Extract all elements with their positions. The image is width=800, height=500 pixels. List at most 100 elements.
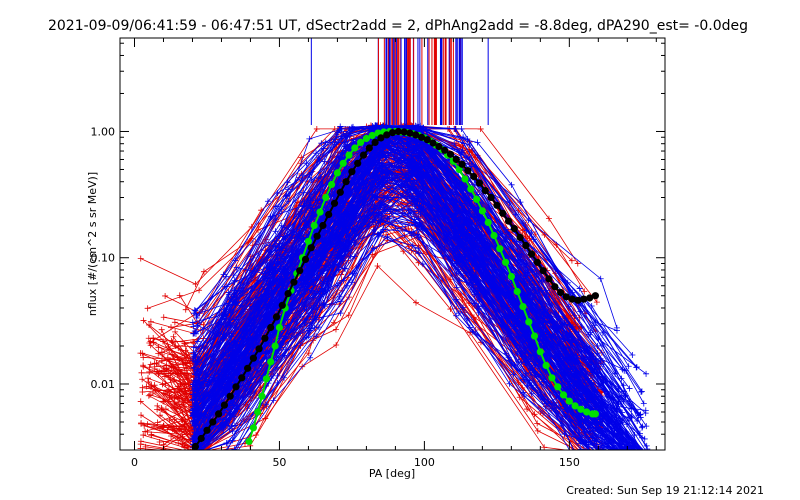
blue-point [221, 387, 228, 394]
blue-point [404, 182, 411, 189]
black-fit-point [510, 225, 518, 233]
red-point [160, 450, 166, 456]
blue-point [309, 313, 316, 320]
blue-point [478, 303, 485, 310]
blue-point [349, 279, 356, 286]
black-fit-point [388, 129, 397, 137]
blue-point [587, 420, 594, 427]
blue-point [191, 450, 197, 456]
blue-point [511, 323, 518, 330]
red-spectrum-line [208, 228, 570, 450]
black-fit-point [371, 138, 379, 146]
blue-point [637, 411, 644, 418]
blue-point [453, 284, 460, 291]
red-point [199, 450, 205, 456]
red-point [477, 125, 484, 132]
blue-point [617, 450, 623, 456]
red-point [179, 359, 186, 366]
black-fit-point [249, 354, 257, 362]
red-point [175, 440, 182, 447]
blue-point [378, 208, 385, 215]
blue-point [190, 450, 196, 456]
red-point [170, 333, 177, 340]
blue-point [640, 450, 646, 456]
blue-point [514, 350, 521, 357]
blue-point [638, 450, 644, 456]
red-spectrum-line [202, 265, 578, 450]
blue-point [272, 228, 279, 235]
blue-point [315, 175, 322, 182]
red-point [194, 450, 200, 456]
blue-point [413, 125, 420, 132]
blue-point [195, 450, 201, 456]
blue-point [321, 238, 328, 245]
red-point [581, 288, 588, 295]
blue-point [642, 450, 648, 456]
blue-point [233, 299, 240, 306]
blue-point [220, 426, 227, 433]
blue-point [589, 450, 595, 456]
blue-point [190, 405, 197, 412]
blue-point [623, 421, 630, 428]
black-fit-point [238, 374, 246, 382]
blue-point [629, 450, 635, 456]
red-point [181, 421, 188, 428]
red-point [140, 317, 147, 324]
black-fit-point [557, 288, 565, 297]
blue-point [582, 415, 589, 422]
red-point [332, 326, 339, 333]
blue-point [614, 450, 620, 456]
blue-point [617, 450, 623, 456]
red-point [255, 226, 262, 233]
red-point [154, 402, 161, 409]
blue-point [635, 450, 641, 456]
blue-point [628, 450, 634, 456]
red-point [470, 314, 477, 321]
blue-point [534, 371, 541, 378]
blue-point [643, 450, 649, 456]
blue-point [370, 124, 377, 131]
blue-point [589, 450, 595, 456]
black-fit-point [191, 442, 199, 450]
black-fit-point [586, 294, 594, 302]
blue-point [597, 275, 604, 282]
blue-point [626, 385, 633, 392]
red-point [169, 339, 176, 346]
blue-point [642, 450, 648, 456]
blue-point [540, 310, 547, 317]
red-point [155, 371, 162, 378]
red-point [155, 350, 162, 357]
blue-point [624, 450, 630, 456]
x-tick-label: 50 [272, 456, 286, 469]
red-point [146, 368, 153, 375]
blue-point [303, 160, 310, 167]
blue-point [194, 450, 200, 456]
blue-point [642, 450, 648, 456]
blue-point [193, 379, 200, 386]
blue-point [611, 450, 617, 456]
blue-point [640, 450, 646, 456]
red-point [597, 450, 603, 456]
blue-point [534, 325, 541, 332]
blue-point [460, 134, 467, 141]
blue-point [191, 364, 198, 371]
red-point [194, 450, 200, 456]
red-point [161, 373, 168, 380]
blue-point [191, 426, 198, 433]
blue-point [338, 125, 345, 132]
blue-point [640, 450, 646, 456]
green-fit-point [507, 272, 515, 281]
green-fit-point [571, 402, 579, 410]
green-fit-point [339, 159, 347, 167]
red-point [597, 450, 603, 456]
black-fit-point [203, 426, 211, 434]
blue-point [640, 450, 646, 456]
blue-point [630, 450, 636, 456]
blue-point [310, 263, 317, 270]
blue-point [636, 450, 642, 456]
blue-point [191, 396, 198, 403]
red-point [190, 450, 196, 456]
blue-point [620, 450, 626, 456]
blue-point [233, 264, 240, 271]
blue-point [319, 182, 326, 189]
